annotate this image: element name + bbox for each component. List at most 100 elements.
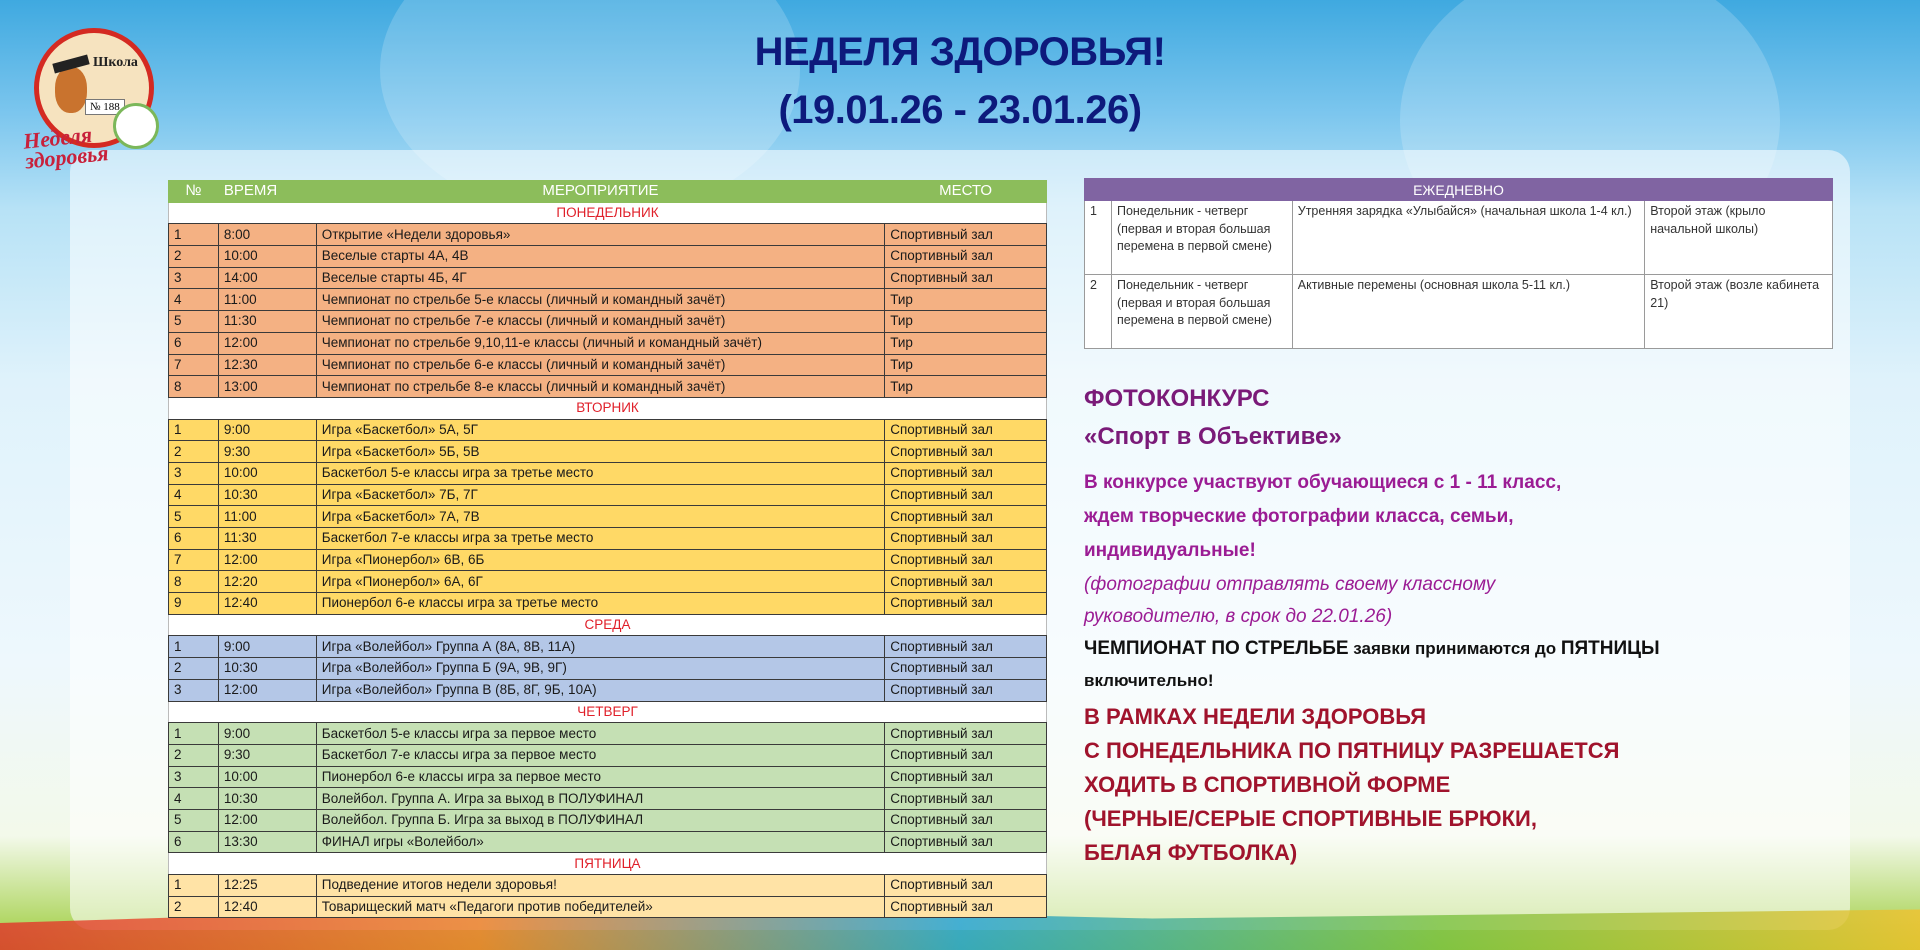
row-place: Спортивный зал — [884, 223, 1047, 247]
row-event: Игра «Пионербол» 6А, 6Г — [315, 570, 886, 594]
row-place: Спортивный зал — [884, 678, 1047, 702]
table-row: 4 10:30 Игра «Баскетбол» 7Б, 7Г Спортивный … — [168, 483, 1047, 507]
table-row: 1 9:00 Игра «Баскетбол» 5А, 5Г Спортивный з… — [168, 418, 1047, 442]
row-number: 3 — [168, 765, 219, 789]
row-time: 12:20 — [217, 570, 317, 594]
photo-contest-line: индивидуальные! — [1084, 540, 1256, 561]
table-row: 6 12:00 Чемпионат по стрельбе 9,10,11-е кл… — [168, 331, 1047, 355]
row-time: 12:00 — [217, 678, 317, 702]
row-number: 2 — [168, 657, 219, 680]
table-row: 3 14:00 Веселые старты 4Б, 4Г Спортивный за… — [168, 266, 1047, 290]
row-event: ФИНАЛ игры «Волейбол» — [315, 830, 886, 854]
day-label: ВТОРНИК — [168, 396, 1047, 420]
row-event: Игра «Волейбол» Группа А (8А, 8В, 11А) — [315, 635, 886, 659]
row-place: Спортивный зал — [884, 830, 1047, 854]
row-number: 1 — [168, 223, 219, 247]
row-event: Волейбол. Группа Б. Игра за выход в ПОЛУ… — [315, 808, 886, 832]
column-header-place: МЕСТО — [884, 180, 1047, 203]
row-time: 12:25 — [217, 874, 317, 897]
table-row: 3 12:00 Игра «Волейбол» Группа В (8Б, 8Г, … — [168, 678, 1047, 702]
row-event: Игра «Пионербол» 6В, 6Б — [315, 548, 886, 572]
table-row: 4 10:30 Волейбол. Группа А. Игра за выход … — [168, 787, 1047, 810]
day-label: СРЕДА — [168, 613, 1047, 637]
row-time: 14:00 — [217, 266, 317, 290]
row-time: 11:30 — [217, 310, 317, 333]
row-place: Тир — [884, 288, 1047, 312]
row-place: Спортивный зал — [884, 635, 1047, 659]
row-time: 10:00 — [217, 765, 317, 789]
row-event: Чемпионат по стрельбе 9,10,11-е классы (… — [315, 331, 886, 355]
daily-number: 1 — [1084, 200, 1112, 275]
shooting-notice: ЧЕМПИОНАТ ПО СТРЕЛЬБЕ заявки принимаются… — [1084, 638, 1660, 660]
row-time: 12:00 — [217, 808, 317, 832]
uniform-notice-line: БЕЛАЯ ФУТБОЛКА) — [1084, 840, 1298, 865]
table-row: 2 10:00 Веселые старты 4А, 4В Спортивный за… — [168, 245, 1047, 268]
row-time: 10:30 — [217, 657, 317, 680]
day-label-row: ПЯТНИЦА — [168, 852, 1047, 875]
row-event: Игра «Волейбол» Группа Б (9А, 9В, 9Г) — [315, 657, 886, 680]
photo-contest-note: руководителю, в срок до 22.01.26) — [1084, 606, 1393, 627]
row-place: Тир — [884, 375, 1047, 398]
column-header-number: № — [168, 180, 219, 203]
row-time: 9:30 — [217, 440, 317, 463]
daily-title: ЕЖЕДНЕВНО — [1084, 178, 1833, 201]
row-time: 10:00 — [217, 461, 317, 485]
emblem-icon — [113, 103, 159, 149]
table-row: 2 9:30 Баскетбол 7-е классы игра за первое… — [168, 743, 1047, 767]
row-place: Спортивный зал — [884, 743, 1047, 767]
table-row: 5 11:30 Чемпионат по стрельбе 7-е классы (… — [168, 310, 1047, 333]
daily-when: Понедельник - четверг (первая и вторая б… — [1110, 200, 1293, 275]
row-number: 6 — [168, 527, 219, 550]
school-logo: Школа № 188 — [34, 28, 159, 149]
shooting-notice-line2: включительно! — [1084, 671, 1214, 690]
row-event: Баскетбол 5-е классы игра за первое мест… — [315, 722, 886, 745]
row-number: 6 — [168, 830, 219, 854]
row-place: Спортивный зал — [884, 765, 1047, 789]
row-place: Спортивный зал — [884, 461, 1047, 485]
daily-activity: Утренняя зарядка «Улыбайся» (начальная ш… — [1291, 200, 1646, 275]
logo-number: № 188 — [85, 99, 125, 115]
row-event: Чемпионат по стрельбе 5-е классы (личный… — [315, 288, 886, 312]
row-event: Баскетбол 7-е классы игра за третье мест… — [315, 527, 886, 550]
column-header-time: ВРЕМЯ — [217, 180, 317, 203]
row-number: 8 — [168, 570, 219, 594]
row-time: 10:30 — [217, 787, 317, 810]
daily-place: Второй этаж (возле кабинета 21) — [1644, 274, 1833, 349]
row-place: Спортивный зал — [884, 570, 1047, 594]
uniform-notice-line: (ЧЕРНЫЕ/СЕРЫЕ СПОРТИВНЫЕ БРЮКИ, — [1084, 806, 1537, 831]
row-place: Тир — [884, 353, 1047, 377]
photo-contest-line: В конкурсе участвуют обучающиеся с 1 - 1… — [1084, 472, 1562, 493]
daily-number: 2 — [1084, 274, 1112, 349]
row-event: Игра «Баскетбол» 7Б, 7Г — [315, 483, 886, 507]
shooting-notice-bold: ЧЕМПИОНАТ ПО СТРЕЛЬБЕ — [1084, 638, 1349, 659]
table-row: 2 9:30 Игра «Баскетбол» 5Б, 5В Спортивный з… — [168, 440, 1047, 463]
row-place: Спортивный зал — [884, 808, 1047, 832]
row-event: Подведение итогов недели здоровья! — [315, 874, 886, 897]
table-row: 1 9:00 Баскетбол 5-е классы игра за первое… — [168, 722, 1047, 745]
column-header-event: МЕРОПРИЯТИЕ — [315, 180, 886, 203]
photo-contest-note: (фотографии отправлять своему классному — [1084, 574, 1496, 595]
row-place: Спортивный зал — [884, 657, 1047, 680]
row-number: 2 — [168, 743, 219, 767]
table-row: 1 12:25 Подведение итогов недели здоровья!… — [168, 874, 1047, 897]
row-number: 7 — [168, 548, 219, 572]
row-event: Игра «Баскетбол» 5А, 5Г — [315, 418, 886, 442]
row-place: Спортивный зал — [884, 787, 1047, 810]
row-place: Тир — [884, 310, 1047, 333]
table-row: 2 12:40 Товарищеский матч «Педагоги против… — [168, 895, 1047, 919]
row-number: 1 — [168, 635, 219, 659]
row-place: Спортивный зал — [884, 895, 1047, 919]
table-row: 6 11:30 Баскетбол 7-е классы игра за треть… — [168, 527, 1047, 550]
day-label: ЧЕТВЕРГ — [168, 700, 1047, 724]
table-row: 9 12:40 Пионербол 6-е классы игра за треть… — [168, 592, 1047, 615]
row-time: 10:30 — [217, 483, 317, 507]
row-number: 5 — [168, 808, 219, 832]
row-place: Спортивный зал — [884, 483, 1047, 507]
uniform-notice-line: ХОДИТЬ В СПОРТИВНОЙ ФОРМЕ — [1084, 772, 1451, 797]
row-place: Спортивный зал — [884, 266, 1047, 290]
row-place: Спортивный зал — [884, 548, 1047, 572]
row-place: Спортивный зал — [884, 874, 1047, 897]
daily-activities-table: ЕЖЕДНЕВНО 1 Понедельник - четверг (первая… — [1084, 178, 1833, 349]
row-time: 9:00 — [217, 418, 317, 442]
page-dates: (19.01.26 - 23.01.26) — [778, 88, 1142, 132]
